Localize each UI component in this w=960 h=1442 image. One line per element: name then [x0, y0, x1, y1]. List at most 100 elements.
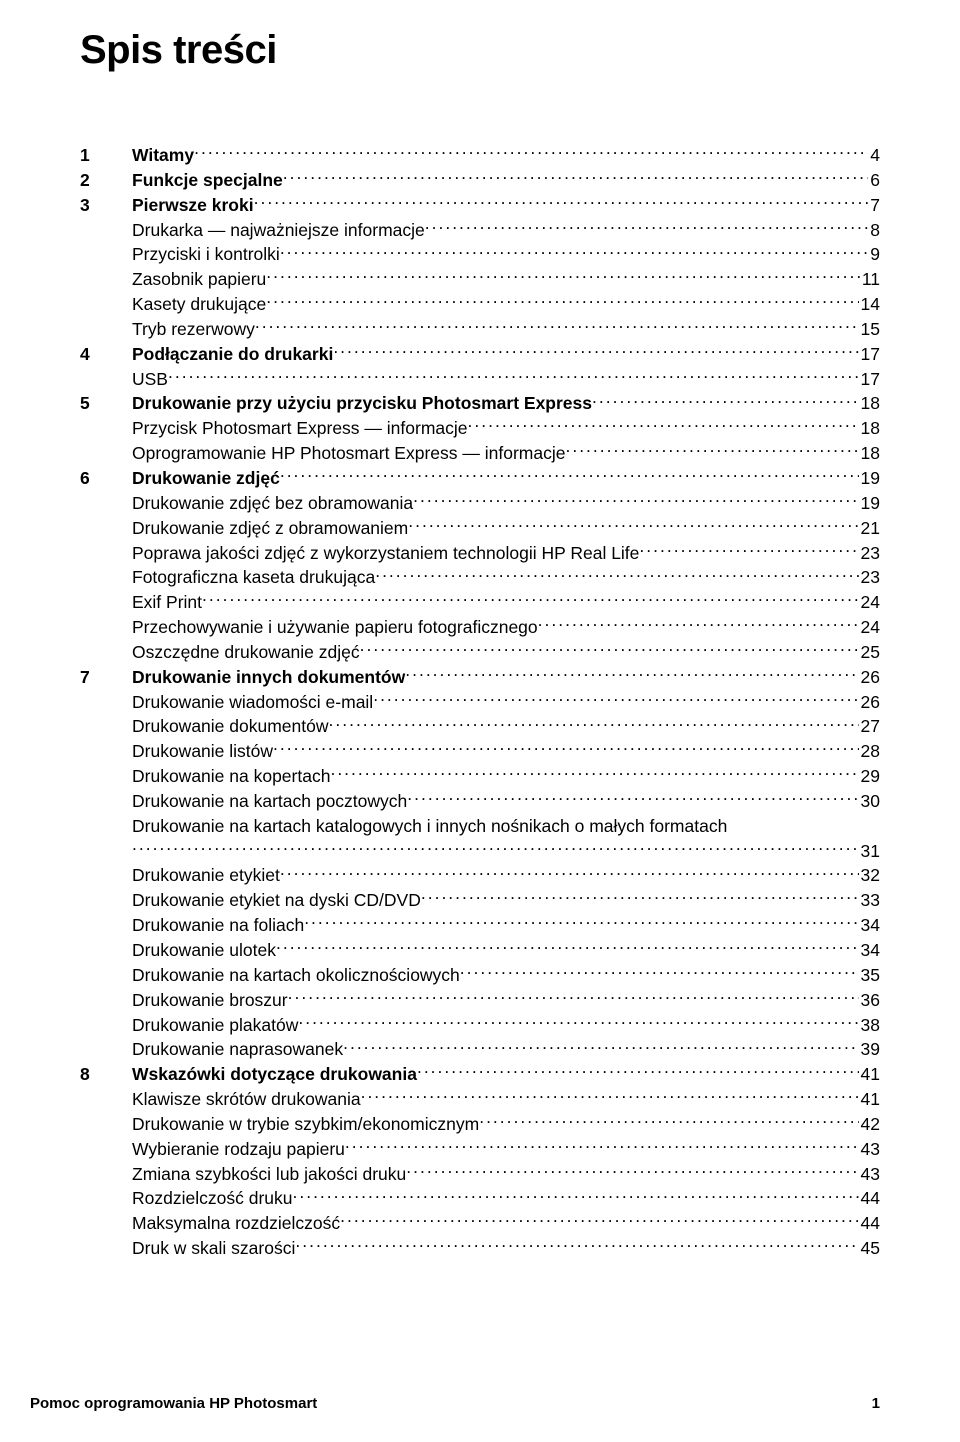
document-page: Spis treści 1Witamy42Funkcje specjalne63…: [0, 0, 960, 1442]
toc-row: Drukowanie ulotek34: [80, 938, 880, 963]
toc-chapter-number: 4: [80, 342, 132, 367]
toc-leader: [468, 417, 859, 435]
footer-page-number: 1: [872, 1395, 880, 1412]
toc-row: Drukowanie dokumentów27: [80, 714, 880, 739]
toc-leader: [406, 1162, 858, 1180]
toc-leader: [360, 640, 859, 658]
toc-leader: [425, 218, 869, 236]
toc-label: Maksymalna rozdzielczość: [132, 1211, 340, 1236]
toc-row: Przechowywanie i używanie papieru fotogr…: [80, 615, 880, 640]
toc-page-number: 24: [859, 615, 880, 640]
toc-page-number: 44: [859, 1211, 880, 1236]
toc-page-number: 32: [859, 863, 880, 888]
toc-label: Klawisze skrótów drukowania: [132, 1087, 361, 1112]
toc-page-number: 7: [868, 193, 880, 218]
toc-leader: [202, 591, 859, 609]
toc-chapter-number: 2: [80, 168, 132, 193]
toc-row: Druk w skali szarości45: [80, 1236, 880, 1261]
toc-label: Drukowanie broszur: [132, 988, 288, 1013]
toc-label: Przyciski i kontrolki: [132, 242, 280, 267]
toc-page-number: 19: [859, 466, 880, 491]
toc-page-number: 28: [859, 739, 880, 764]
toc-leader: [298, 1013, 858, 1031]
toc-label: Oprogramowanie HP Photosmart Express — i…: [132, 441, 565, 466]
toc-leader: [407, 789, 858, 807]
toc-leader: [373, 690, 858, 708]
toc-page-number: 42: [859, 1112, 880, 1137]
toc-row: 31: [80, 839, 880, 864]
toc-page-number: 8: [868, 218, 880, 243]
toc-label: Drukowanie na kartach okolicznościowych: [132, 963, 460, 988]
toc-label: Drukowanie innych dokumentów: [132, 665, 405, 690]
toc-page-number: 44: [859, 1186, 880, 1211]
toc-leader: [340, 1212, 858, 1230]
toc-chapter-number: 6: [80, 466, 132, 491]
toc-row: Drukowanie naprasowanek39: [80, 1037, 880, 1062]
toc-row: Drukowanie na kartach katalogowych i inn…: [80, 814, 880, 839]
toc-leader: [345, 1137, 859, 1155]
toc-label: Drukowanie wiadomości e-mail: [132, 690, 373, 715]
toc-leader: [266, 293, 858, 311]
toc-page-number: 18: [859, 416, 880, 441]
toc-leader: [283, 168, 869, 186]
toc-label: Drukowanie w trybie szybkim/ekonomicznym: [132, 1112, 479, 1137]
toc-label: Drukowanie plakatów: [132, 1013, 298, 1038]
toc-row: Przyciski i kontrolki9: [80, 242, 880, 267]
toc-label: Drukowanie na kartach katalogowych i inn…: [132, 814, 727, 839]
toc-row: Oprogramowanie HP Photosmart Express — i…: [80, 441, 880, 466]
toc-leader: [329, 715, 859, 733]
toc-row: 2Funkcje specjalne6: [80, 168, 880, 193]
toc-leader: [288, 988, 859, 1006]
toc-row: Fotograficzna kaseta drukująca 23: [80, 565, 880, 590]
toc-row: Rozdzielczość druku44: [80, 1186, 880, 1211]
toc-label: Drukowanie zdjęć z obramowaniem: [132, 516, 408, 541]
toc-page-number: 34: [859, 913, 880, 938]
toc-page-number: 23: [859, 541, 880, 566]
toc-label: Fotograficzna kaseta drukująca: [132, 565, 375, 590]
toc-row: 6Drukowanie zdjęć19: [80, 466, 880, 491]
toc-label: Wskazówki dotyczące drukowania: [132, 1062, 417, 1087]
toc-leader: [168, 367, 859, 385]
toc-leader: [460, 963, 859, 981]
toc-label: Zmiana szybkości lub jakości druku: [132, 1162, 406, 1187]
toc-row: Maksymalna rozdzielczość 44: [80, 1211, 880, 1236]
toc-label: Funkcje specjalne: [132, 168, 283, 193]
toc-page-number: 4: [868, 143, 880, 168]
toc-leader: [421, 889, 859, 907]
toc-label: Drukowanie naprasowanek: [132, 1037, 343, 1062]
toc-chapter-number: 5: [80, 391, 132, 416]
toc-page-number: 41: [859, 1087, 880, 1112]
toc-page-number: 43: [859, 1137, 880, 1162]
toc-leader: [295, 1237, 858, 1255]
toc-page-number: 35: [859, 963, 880, 988]
toc-row: Drukowanie zdjęć bez obramowania19: [80, 491, 880, 516]
toc-page-number: 19: [859, 491, 880, 516]
toc-page-number: 24: [859, 590, 880, 615]
toc-leader: [255, 317, 859, 335]
footer-left-text: Pomoc oprogramowania HP Photosmart: [30, 1395, 317, 1412]
toc-label: Drukowanie etykiet na dyski CD/DVD: [132, 888, 421, 913]
toc-leader: [361, 1088, 859, 1106]
toc-leader: [405, 665, 858, 683]
toc-row: Przycisk Photosmart Express — informacje…: [80, 416, 880, 441]
toc-leader: [343, 1038, 858, 1056]
toc-label: Drukowanie dokumentów: [132, 714, 329, 739]
toc-label: Podłączanie do drukarki: [132, 342, 333, 367]
toc-row: Drukowanie wiadomości e-mail26: [80, 690, 880, 715]
toc-leader: [273, 740, 859, 758]
toc-row: Drukowanie na foliach34: [80, 913, 880, 938]
toc-leader: [330, 765, 858, 783]
toc-row: 1Witamy4: [80, 143, 880, 168]
toc-leader: [413, 491, 858, 509]
toc-chapter-number: 3: [80, 193, 132, 218]
toc-row: Zmiana szybkości lub jakości druku43: [80, 1162, 880, 1187]
toc-page-number: 23: [859, 565, 880, 590]
toc-leader: [375, 566, 858, 584]
toc-leader: [639, 541, 858, 559]
toc-label: Oszczędne drukowanie zdjęć: [132, 640, 360, 665]
toc-page-number: 18: [859, 441, 880, 466]
toc-leader: [194, 144, 868, 162]
toc-row: Wybieranie rodzaju papieru43: [80, 1137, 880, 1162]
toc-page-number: 25: [859, 640, 880, 665]
toc-page-number: 41: [859, 1062, 880, 1087]
